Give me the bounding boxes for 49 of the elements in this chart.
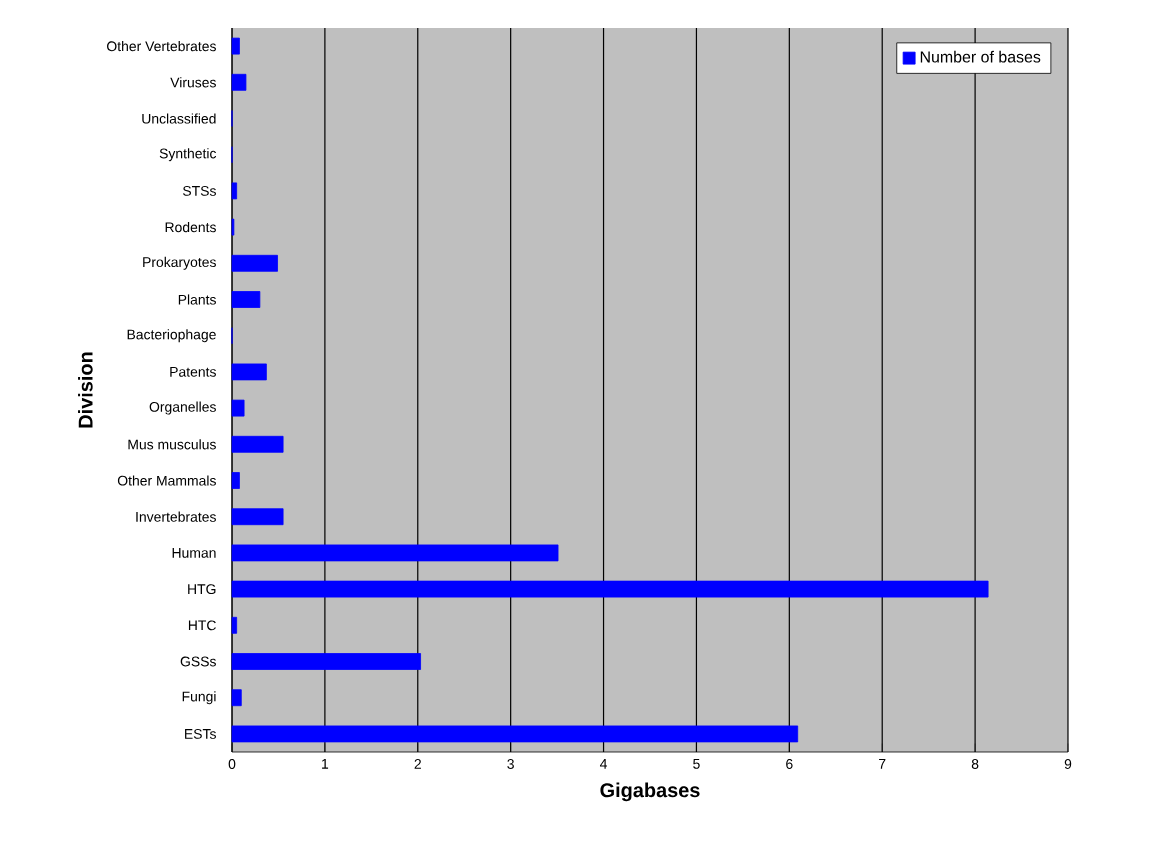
y-tick-label: Viruses xyxy=(170,77,216,88)
bar xyxy=(231,616,238,634)
bar xyxy=(231,182,238,200)
bar xyxy=(231,580,989,598)
x-tick-label: 1 xyxy=(322,759,329,769)
bar xyxy=(231,399,245,417)
y-tick-label: Organelles xyxy=(149,401,216,415)
x-tick-label: 5 xyxy=(693,759,700,769)
y-tick-label: HTG xyxy=(188,584,216,595)
y-tick-label: Prokaryotes xyxy=(143,256,216,270)
x-tick-label: 9 xyxy=(1064,759,1072,769)
y-tick-label: HTC xyxy=(188,620,216,631)
y-tick-label: Unclassified xyxy=(142,113,216,124)
y-tick-label: Other Mammals xyxy=(117,475,216,486)
bar xyxy=(231,37,240,55)
legend-label: Number of bases xyxy=(920,50,1041,63)
y-tick-label: Fungi xyxy=(182,691,216,705)
bar xyxy=(231,435,284,453)
y-tick-label: Rodents xyxy=(165,221,216,233)
y-tick-label: Mus musculus xyxy=(128,439,216,450)
bar xyxy=(231,508,284,526)
y-axis-title: Division xyxy=(78,352,93,428)
bar xyxy=(231,653,421,670)
x-tick-label: 7 xyxy=(879,759,886,769)
y-tick-label: Patents xyxy=(170,367,216,377)
y-tick-label: Invertebrates xyxy=(136,511,216,522)
x-axis-title: Gigabases xyxy=(600,782,700,802)
bar xyxy=(231,291,261,308)
bar xyxy=(231,363,267,381)
x-tick-label: 6 xyxy=(786,759,793,769)
x-tick-label: 8 xyxy=(971,759,979,769)
y-tick-label: GSSs xyxy=(180,656,216,667)
x-tick-label: 0 xyxy=(228,759,236,769)
x-tick-label: 4 xyxy=(599,759,608,769)
bar xyxy=(231,73,247,91)
y-tick-label: Human xyxy=(172,548,216,558)
y-tick-label: Other Vertebrates xyxy=(107,40,216,52)
y-tick-label: Bacteriophage xyxy=(127,329,216,343)
x-tick-label: 3 xyxy=(507,759,514,769)
bar xyxy=(231,472,240,489)
bar xyxy=(231,544,559,562)
bar xyxy=(231,725,799,743)
bar xyxy=(231,254,278,272)
y-tick-label: STSs xyxy=(182,185,216,196)
y-tick-label: Synthetic xyxy=(159,148,217,162)
y-tick-label: ESTs xyxy=(185,728,216,739)
bar xyxy=(231,689,242,707)
y-tick-label: Plants xyxy=(178,294,216,305)
x-tick-label: 2 xyxy=(414,759,421,769)
